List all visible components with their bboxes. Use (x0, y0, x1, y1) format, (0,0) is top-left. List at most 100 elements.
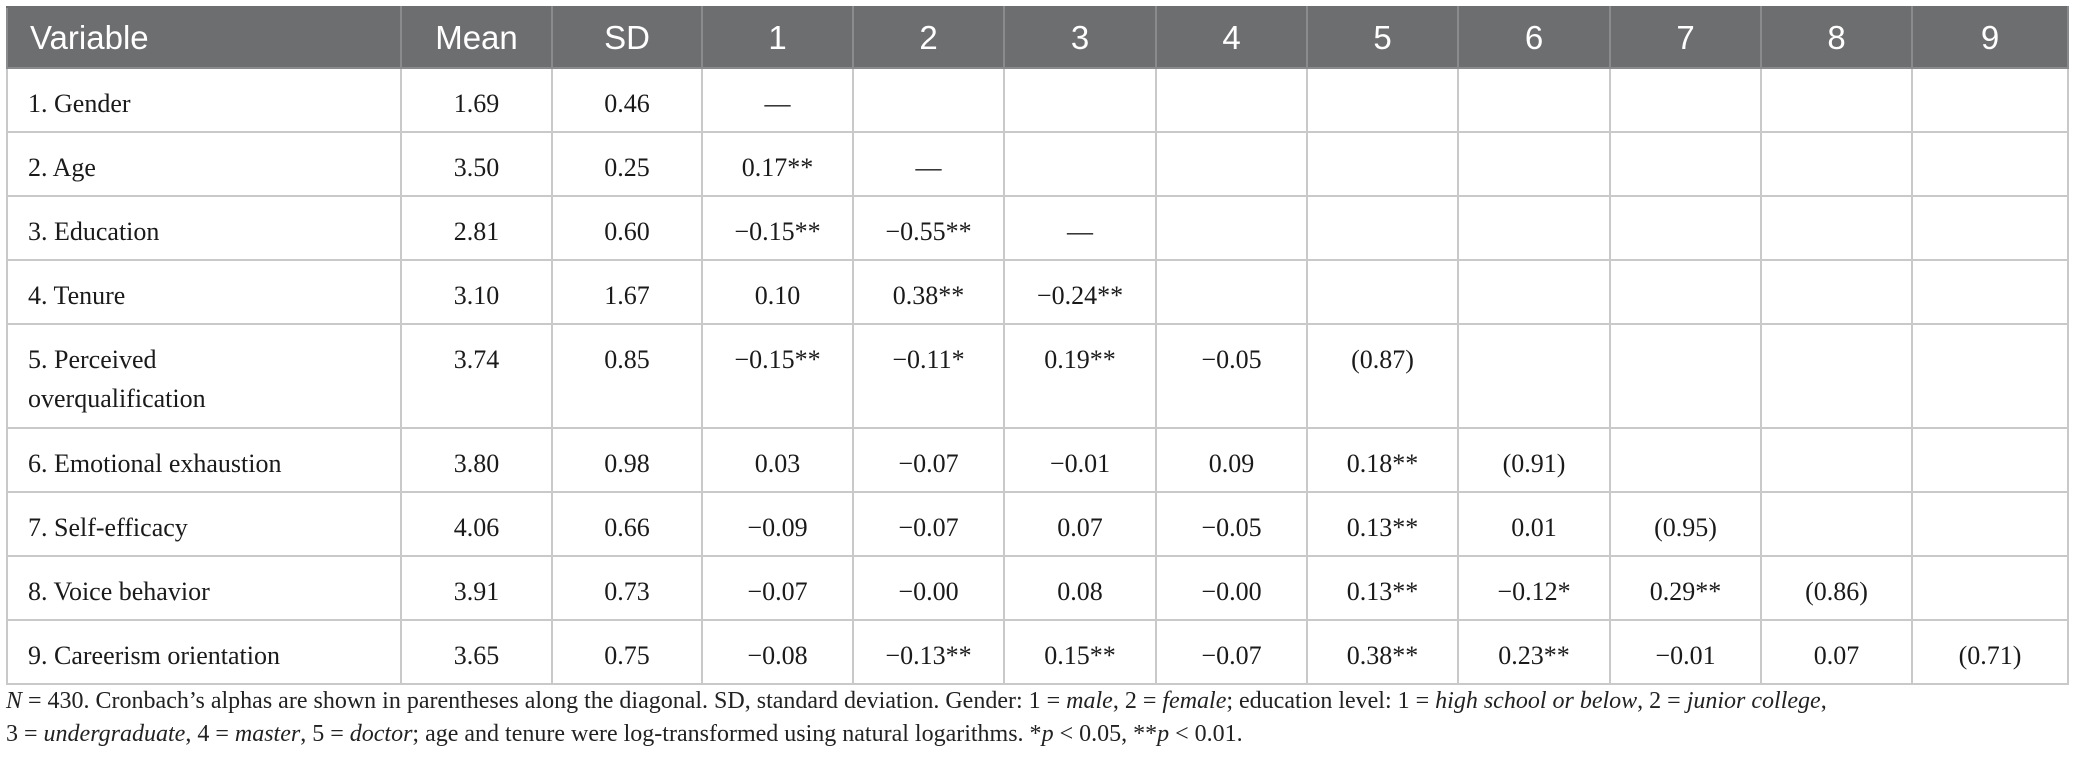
sd-cell: 0.25 (551, 131, 703, 197)
mean-cell: 3.91 (400, 555, 553, 621)
footnote-line-2: 3 = undergraduate, 4 = master, 5 = docto… (6, 718, 2067, 751)
correlation-cell (1760, 131, 1913, 197)
correlation-cell: 0.38** (852, 259, 1005, 325)
footnote-doctor: doctor (349, 721, 413, 747)
correlation-cell: — (1003, 195, 1157, 261)
correlation-cell: (0.91) (1457, 427, 1611, 493)
sd-cell: 0.66 (551, 491, 703, 557)
sd-cell: 0.75 (551, 619, 703, 685)
table-row: 6. Emotional exhaustion 3.80 0.98 0.03 −0.07… (6, 427, 2069, 493)
correlation-cell (1609, 259, 1762, 325)
correlation-cell (1609, 323, 1762, 429)
correlation-cell: −0.07 (1155, 619, 1308, 685)
table-body: 1. Gender 1.69 0.46—2. Age 3.50 0.25 0.17** —3… (6, 67, 2069, 685)
header-col-2: 2 (852, 6, 1005, 69)
correlation-cell: −0.12* (1457, 555, 1611, 621)
correlation-cell: −0.11* (852, 323, 1005, 429)
table-row: 8. Voice behavior 3.91 0.73 −0.07 −0.00 0.08−… (6, 555, 2069, 621)
correlation-cell (1306, 195, 1459, 261)
correlation-cell: 0.18** (1306, 427, 1459, 493)
table-row: 7. Self-efficacy 4.06 0.66 −0.09 −0.07 0.07 −0… (6, 491, 2069, 557)
variable-cell: 6. Emotional exhaustion (6, 427, 402, 493)
sd-cell: 0.60 (551, 195, 703, 261)
correlation-cell (1457, 131, 1611, 197)
footnote-junior-college: junior college (1686, 688, 1821, 714)
correlation-cell (1306, 259, 1459, 325)
table-row: 9. Careerism orientation 3.65 0.75 −0.08 −0.… (6, 619, 2069, 685)
footnote-text: ; age and tenure were log-transformed us… (412, 721, 1042, 747)
correlation-cell: 0.01 (1457, 491, 1611, 557)
correlation-cell: −0.01 (1609, 619, 1762, 685)
mean-cell: 3.74 (400, 323, 553, 429)
correlation-cell: −0.15** (701, 323, 854, 429)
correlation-cell: −0.09 (701, 491, 854, 557)
correlation-cell: −0.07 (852, 427, 1005, 493)
footnote-undergraduate: undergraduate (43, 721, 186, 747)
correlation-cell: −0.55** (852, 195, 1005, 261)
footnote-line-1: N = 430. Cronbach’s alphas are shown in … (6, 688, 1827, 714)
correlation-cell (1457, 67, 1611, 133)
correlation-cell (1911, 491, 2069, 557)
mean-cell: 1.69 (400, 67, 553, 133)
variable-cell: 8. Voice behavior (6, 555, 402, 621)
variable-cell: 5. Perceived overqualification (6, 323, 402, 429)
header-col-4: 4 (1155, 6, 1308, 69)
mean-cell: 3.65 (400, 619, 553, 685)
table-footnote: N = 430. Cronbach’s alphas are shown in … (6, 685, 2067, 751)
footnote-male: male (1066, 688, 1113, 714)
correlation-cell: (0.86) (1760, 555, 1913, 621)
header-mean: Mean (400, 6, 553, 69)
table-row: 1. Gender 1.69 0.46— (6, 67, 2069, 133)
correlation-cell (1911, 323, 2069, 429)
header-col-6: 6 (1457, 6, 1611, 69)
mean-cell: 3.80 (400, 427, 553, 493)
correlation-cell: −0.15** (701, 195, 854, 261)
correlation-cell (1911, 555, 2069, 621)
footnote-text: , 2 = (1637, 688, 1687, 714)
header-variable: Variable (6, 6, 402, 69)
correlation-cell: (0.95) (1609, 491, 1762, 557)
table-row: 5. Perceived overqualification 3.74 0.85 −0… (6, 323, 2069, 429)
correlation-cell (1760, 323, 1913, 429)
footnote-n-label: N (6, 688, 23, 714)
footnote-master: master (234, 721, 301, 747)
footnote-p-symbol: p (1041, 721, 1054, 747)
correlation-cell (852, 67, 1005, 133)
correlation-cell (1155, 195, 1308, 261)
footnote-text: ; education level: 1 = (1226, 688, 1436, 714)
correlation-cell (1911, 67, 2069, 133)
correlation-cell (1457, 259, 1611, 325)
correlation-cell: 0.03 (701, 427, 854, 493)
correlation-cell: 0.15** (1003, 619, 1157, 685)
correlation-cell: −0.07 (701, 555, 854, 621)
correlation-table: Variable Mean SD 1 2 3 4 5 6 7 8 9 1. Ge… (6, 6, 2069, 685)
variable-cell: 3. Education (6, 195, 402, 261)
correlation-cell: 0.29** (1609, 555, 1762, 621)
correlation-cell (1911, 259, 2069, 325)
correlation-cell: 0.09 (1155, 427, 1308, 493)
correlation-cell: −0.01 (1003, 427, 1157, 493)
correlation-cell: −0.13** (852, 619, 1005, 685)
header-col-3: 3 (1003, 6, 1157, 69)
correlation-cell (1306, 131, 1459, 197)
correlation-cell (1609, 195, 1762, 261)
correlation-cell: −0.00 (852, 555, 1005, 621)
correlation-cell: 0.38** (1306, 619, 1459, 685)
correlation-cell (1760, 427, 1913, 493)
footnote-text: = 430. Cronbach’s alphas are shown in pa… (22, 688, 1067, 714)
sd-cell: 0.46 (551, 67, 703, 133)
correlation-cell (1911, 131, 2069, 197)
correlation-cell: 0.07 (1003, 491, 1157, 557)
correlation-cell (1155, 131, 1308, 197)
footnote-text: 3 = (6, 721, 44, 747)
sd-cell: 0.73 (551, 555, 703, 621)
header-col-7: 7 (1609, 6, 1762, 69)
correlation-cell: −0.05 (1155, 491, 1308, 557)
correlation-cell (1760, 195, 1913, 261)
variable-cell: 9. Careerism orientation (6, 619, 402, 685)
sd-cell: 1.67 (551, 259, 703, 325)
correlation-cell (1457, 195, 1611, 261)
correlation-cell (1609, 427, 1762, 493)
table-row: 4. Tenure 3.10 1.67 0.10 0.38** −0.24** (6, 259, 2069, 325)
